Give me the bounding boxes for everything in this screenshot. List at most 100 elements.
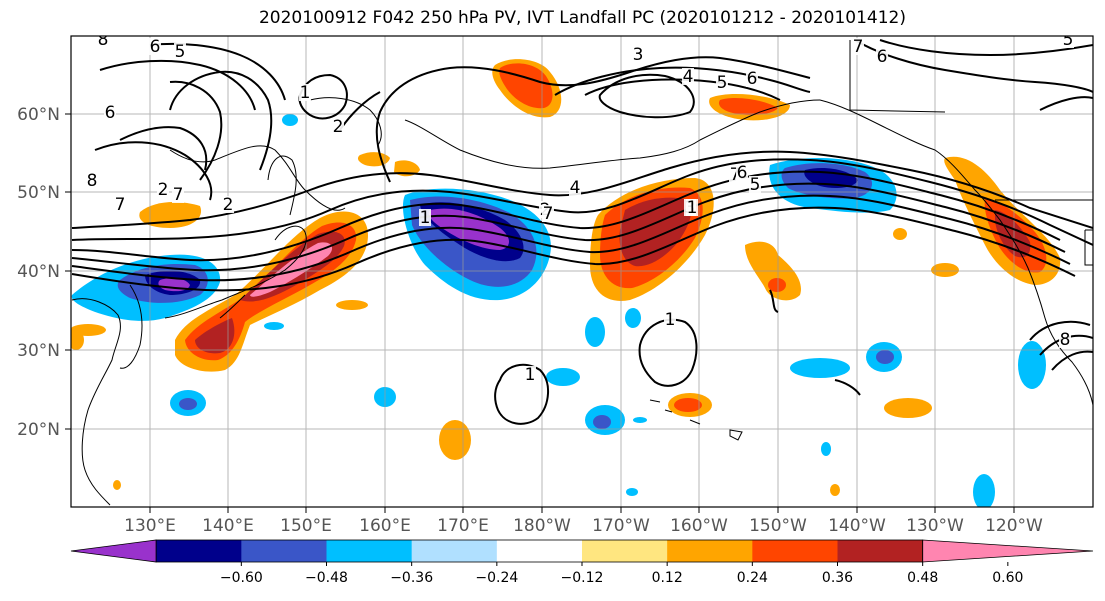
contour-label-bg [569, 179, 581, 196]
lon-tick-label: 160°E [359, 516, 411, 536]
contour-label: 5 [717, 73, 728, 93]
lon-tick-label: 140°E [202, 516, 254, 536]
contour-label-bg [852, 38, 864, 55]
longitude-ticks: 130°E 140°E 150°E 160°E 170°E 180°W 170°W 160°W… [124, 507, 1043, 536]
contour-label: 4 [683, 67, 694, 87]
contour-label-bg [97, 36, 109, 48]
coastlines [71, 40, 1093, 506]
positive-anomaly-west-coast [944, 156, 1061, 285]
contour-label: 7 [173, 185, 184, 205]
contour-label-bg [1059, 331, 1071, 348]
colorbar-segment [156, 540, 242, 562]
contour-label-bg [682, 68, 694, 85]
contour-label-bg [746, 70, 758, 87]
grid [71, 36, 1093, 507]
lon-tick-label: 130°W [906, 516, 964, 536]
contour-label-bg [174, 43, 186, 60]
contour-label: 6 [747, 69, 758, 89]
colorbar-tick-label: −0.36 [390, 570, 433, 586]
contour-label: 7 [115, 195, 126, 215]
colorbar: −0.60 −0.48 −0.36 −0.24 −0.12 0.12 0.24 0.36 0.4… [70, 539, 1094, 586]
contour-label: 1 [687, 198, 698, 218]
contour-label: 8 [98, 30, 109, 50]
contour-label: 2 [158, 180, 169, 200]
colorbar-segment [582, 540, 668, 562]
positive-anomaly-small-blobs [71, 228, 959, 496]
chart-title: 2020100912 F042 250 hPa PV, IVT Landfall… [258, 8, 906, 28]
contour-label: 4 [570, 178, 581, 198]
lon-tick-label: 150°W [749, 516, 807, 536]
contour-label: 7 [853, 37, 864, 57]
contour-label: 3 [633, 45, 644, 65]
colorbar-tick-label: −0.48 [305, 570, 348, 586]
lat-tick-label: 20°N [17, 420, 60, 440]
contour-label-bg [736, 164, 748, 181]
contour-label: 1 [525, 365, 536, 385]
contour-label: 8 [87, 171, 98, 191]
colorbar-extend-low [70, 539, 157, 563]
contour-label: 1 [300, 83, 311, 103]
contour-label: 5 [1063, 30, 1074, 50]
contour-label: 1 [665, 310, 676, 330]
colorbar-segment [326, 540, 413, 562]
contour-label-bg [332, 118, 344, 135]
contour-label: 6 [877, 47, 888, 67]
contour-label-bg [172, 186, 184, 203]
contour-label: 5 [750, 175, 761, 195]
colorbar-tick-label: 0.24 [737, 570, 768, 586]
contour-label-bg [1062, 36, 1074, 48]
lon-tick-label: 130°E [124, 516, 176, 536]
lat-tick-label: 50°N [17, 183, 60, 203]
contour-label: 6 [105, 103, 116, 123]
contour-label: 7 [730, 165, 741, 185]
contour-label: 8 [1060, 330, 1071, 350]
colorbar-segment [496, 540, 583, 562]
lon-tick-label: 150°E [280, 516, 332, 536]
contour-label-bg [299, 84, 311, 101]
contour-label: 7 [543, 204, 554, 224]
colorbar-tick-label: −0.60 [220, 570, 263, 586]
contour-label: 5 [175, 42, 186, 62]
lon-tick-label: 140°W [828, 516, 886, 536]
contour-label-bg [149, 38, 161, 55]
lat-tick-label: 60°N [17, 105, 60, 125]
contour-label-bg [632, 46, 644, 63]
contour-label: 2 [333, 117, 344, 137]
lon-tick-label: 120°W [985, 516, 1043, 536]
contour-label: 6 [150, 37, 161, 57]
colorbar-segment [752, 540, 838, 562]
contour-label-bg [664, 311, 676, 328]
colorbar-extend-high [922, 539, 1094, 563]
lat-tick-label: 40°N [17, 262, 60, 282]
contour-label-bg [686, 199, 698, 216]
contour-label-bg [716, 74, 728, 91]
contour-label-bg [104, 104, 116, 121]
contour-label-bg [542, 205, 554, 222]
contour-label-bg [749, 176, 761, 193]
lon-tick-label: 170°E [437, 516, 489, 536]
pv-contours [71, 39, 1093, 425]
colorbar-tick-label: 0.48 [907, 570, 938, 586]
lon-tick-label: 160°W [670, 516, 728, 536]
colorbar-segment [411, 540, 498, 562]
colorbar-tick-label: −0.24 [475, 570, 518, 586]
colorbar-tick-label: 0.36 [822, 570, 853, 586]
colorbar-segment [667, 540, 753, 562]
contour-label: 6 [737, 163, 748, 183]
lon-tick-label: 180°W [513, 516, 571, 536]
contour-label-bg [524, 366, 536, 383]
lon-tick-label: 170°W [592, 516, 650, 536]
contour-label-bg [222, 196, 234, 213]
contour-label-bg [114, 196, 126, 213]
contour-labels: 865671234567827212437651118765 [86, 30, 1074, 385]
colorbar-segment [837, 540, 924, 562]
colorbar-tick-label: 0.60 [992, 570, 1023, 586]
colorbar-segment [241, 540, 327, 562]
colorbar-tick-label: 0.12 [652, 570, 683, 586]
contour-label-bg [876, 48, 888, 65]
contour-label-bg [157, 181, 169, 198]
colorbar-frame [155, 539, 924, 563]
contour-label-bg [86, 172, 98, 189]
latitude-ticks: 60°N 50°N 40°N 30°N 20°N [17, 105, 71, 440]
